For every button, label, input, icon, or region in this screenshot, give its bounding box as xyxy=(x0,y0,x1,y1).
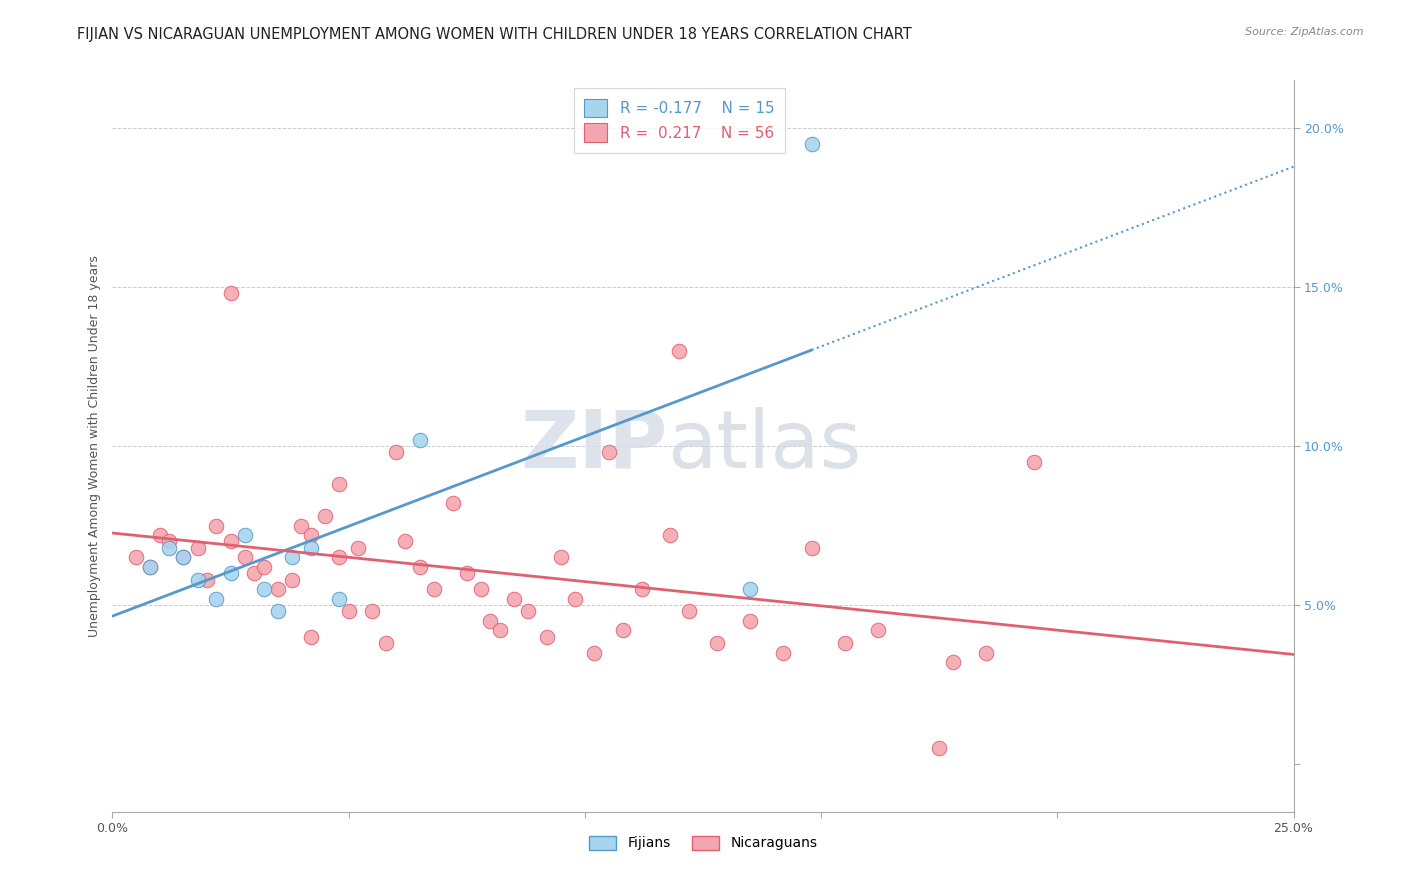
Point xyxy=(337,604,360,618)
Point xyxy=(125,550,148,565)
Point xyxy=(456,566,478,581)
Point xyxy=(195,573,218,587)
Point xyxy=(470,582,492,596)
Point xyxy=(800,136,823,151)
Point xyxy=(267,582,290,596)
Point xyxy=(219,286,242,301)
Point xyxy=(630,582,652,596)
Point xyxy=(706,636,728,650)
Point xyxy=(205,518,228,533)
Point xyxy=(928,741,950,756)
Point xyxy=(408,559,430,574)
Point xyxy=(422,582,444,596)
Legend: Fijians, Nicaraguans: Fijians, Nicaraguans xyxy=(583,830,823,856)
Text: ZIP: ZIP xyxy=(520,407,668,485)
Y-axis label: Unemployment Among Women with Children Under 18 years: Unemployment Among Women with Children U… xyxy=(89,255,101,637)
Point xyxy=(299,630,322,644)
Point xyxy=(479,614,502,628)
Point xyxy=(361,604,384,618)
Point xyxy=(267,604,290,618)
Point xyxy=(281,550,304,565)
Point xyxy=(772,646,794,660)
Point xyxy=(976,646,998,660)
Point xyxy=(503,591,526,606)
Point xyxy=(157,534,180,549)
Point xyxy=(290,518,312,533)
Point xyxy=(866,624,889,638)
Point xyxy=(598,445,620,459)
Point xyxy=(186,573,208,587)
Point xyxy=(172,550,194,565)
Point xyxy=(740,614,762,628)
Point xyxy=(149,528,172,542)
Point xyxy=(678,604,700,618)
Point xyxy=(375,636,398,650)
Point xyxy=(668,343,690,358)
Point xyxy=(299,528,322,542)
Point xyxy=(281,573,304,587)
Point xyxy=(172,550,194,565)
Text: Source: ZipAtlas.com: Source: ZipAtlas.com xyxy=(1246,27,1364,37)
Point xyxy=(800,541,823,555)
Point xyxy=(583,646,606,660)
Point xyxy=(550,550,572,565)
Point xyxy=(942,655,965,669)
Point xyxy=(253,559,276,574)
Point xyxy=(564,591,586,606)
Point xyxy=(219,534,242,549)
Point xyxy=(205,591,228,606)
Point xyxy=(328,550,350,565)
Point xyxy=(233,528,256,542)
Point xyxy=(385,445,408,459)
Point xyxy=(328,477,350,491)
Point xyxy=(219,566,242,581)
Point xyxy=(314,508,336,523)
Point xyxy=(394,534,416,549)
Text: atlas: atlas xyxy=(668,407,862,485)
Point xyxy=(612,624,634,638)
Point xyxy=(489,624,512,638)
Point xyxy=(328,591,350,606)
Point xyxy=(347,541,370,555)
Point xyxy=(253,582,276,596)
Point xyxy=(233,550,256,565)
Point xyxy=(186,541,208,555)
Point xyxy=(157,541,180,555)
Point xyxy=(1022,455,1045,469)
Point xyxy=(408,433,430,447)
Point xyxy=(441,496,464,510)
Point xyxy=(299,541,322,555)
Point xyxy=(517,604,540,618)
Point xyxy=(740,582,762,596)
Point xyxy=(139,559,162,574)
Point xyxy=(139,559,162,574)
Point xyxy=(243,566,266,581)
Point xyxy=(536,630,558,644)
Point xyxy=(834,636,856,650)
Text: FIJIAN VS NICARAGUAN UNEMPLOYMENT AMONG WOMEN WITH CHILDREN UNDER 18 YEARS CORRE: FIJIAN VS NICARAGUAN UNEMPLOYMENT AMONG … xyxy=(77,27,912,42)
Point xyxy=(658,528,681,542)
